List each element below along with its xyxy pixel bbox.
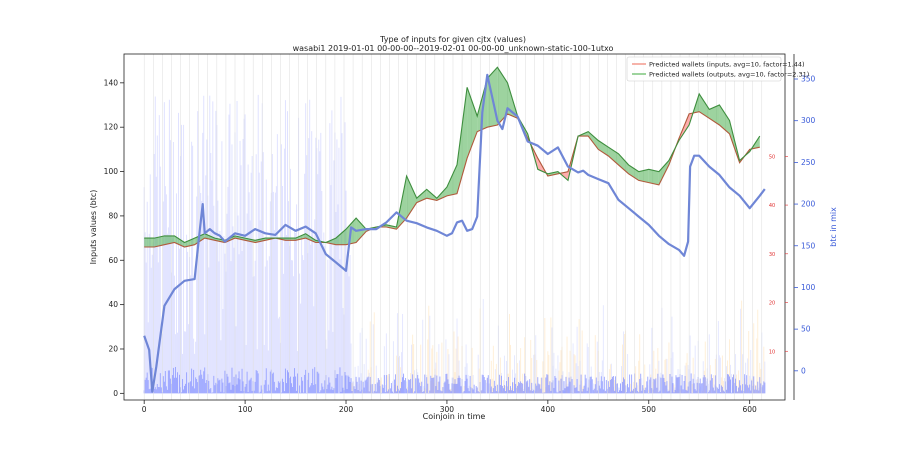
y-axis-ticks: 0 20 40 60 80 100 120 140 (104, 78, 124, 398)
legend-label-inputs: Predicted wallets (inputs, avg=10, facto… (649, 61, 805, 69)
y-right-tick-label: 0 (801, 366, 806, 375)
vertical-grid (143, 54, 763, 400)
legend-label-outputs: Predicted wallets (outputs, avg=10, fact… (649, 71, 809, 79)
x-tick-label: 600 (743, 405, 758, 414)
y-right-tick-label: 300 (801, 116, 816, 125)
difference-fill (174, 235, 185, 247)
difference-fill (628, 164, 639, 181)
y-tick-label: 140 (104, 78, 119, 87)
difference-fill (648, 169, 659, 185)
series-line-inputs (144, 111, 760, 248)
y-right-axis-label: btc in mix (829, 207, 838, 247)
y-right2-axis-ticks: 10 20 30 40 50 (769, 154, 788, 355)
x-axis-label: Coinjoin in time (423, 412, 486, 421)
difference-fill (457, 87, 468, 194)
difference-fill (497, 67, 508, 125)
x-tick-label: 200 (339, 405, 354, 414)
chart-title: Type of inputs for given cjtx (values) (379, 35, 526, 44)
y-right-axis-ticks: 0 50 100 150 200 250 300 350 (794, 75, 816, 375)
legend: Predicted wallets (inputs, avg=10, facto… (626, 56, 809, 82)
x-tick-label: 100 (238, 405, 253, 414)
x-tick-label: 400 (541, 405, 556, 414)
difference-fill (618, 153, 629, 174)
plot-frame (123, 53, 786, 401)
x-axis-ticks: 0 100 200 300 400 500 600 (142, 400, 757, 414)
difference-fill (588, 131, 599, 150)
difference-fill (598, 140, 609, 157)
difference-fill (699, 93, 710, 119)
x-tick-label: 0 (142, 405, 147, 414)
difference-fill (709, 105, 720, 125)
x-tick-label: 500 (642, 405, 657, 414)
y-tick-label: 100 (104, 167, 119, 176)
y-right-tick-label: 350 (801, 75, 816, 84)
y-tick-label: 40 (108, 300, 118, 309)
y-tick-label: 60 (108, 256, 118, 265)
difference-fill (144, 238, 155, 247)
difference-fill (406, 175, 417, 219)
volume-bars (143, 94, 766, 394)
y-right2-tick-label: 30 (769, 252, 775, 258)
difference-fill (608, 147, 619, 165)
y-tick-label: 120 (104, 123, 119, 132)
y-right2-tick-label: 20 (769, 301, 775, 307)
y-right-tick-label: 150 (801, 241, 816, 250)
chart-subtitle: wasabi1 2019-01-01 00-00-00--2019-02-01 … (293, 44, 614, 53)
difference-fill (335, 229, 347, 245)
difference-fill (416, 189, 427, 203)
y-right-tick-label: 250 (801, 158, 816, 167)
difference-fill (638, 169, 649, 183)
y-right-tick-label: 50 (801, 325, 811, 334)
y-tick-label: 20 (108, 344, 118, 353)
difference-fill (446, 164, 458, 196)
y-right2-tick-label: 50 (769, 154, 775, 160)
y-right-tick-label: 100 (801, 283, 816, 292)
y-axis-label: Inputs values (btc) (89, 190, 98, 265)
difference-fill (154, 235, 165, 247)
series-line-outputs (144, 66, 761, 244)
x-tick-label: 300 (440, 405, 455, 414)
y-tick-label: 80 (108, 211, 118, 220)
series-lines (143, 66, 766, 393)
y-tick-label: 0 (113, 389, 118, 398)
y-right2-tick-label: 40 (769, 203, 775, 209)
series-line-btc-in-mix (143, 73, 766, 393)
difference-fills (144, 67, 760, 247)
y-right-tick-label: 200 (801, 200, 816, 209)
difference-fill (467, 87, 478, 159)
y-right2-tick-label: 10 (769, 349, 775, 355)
